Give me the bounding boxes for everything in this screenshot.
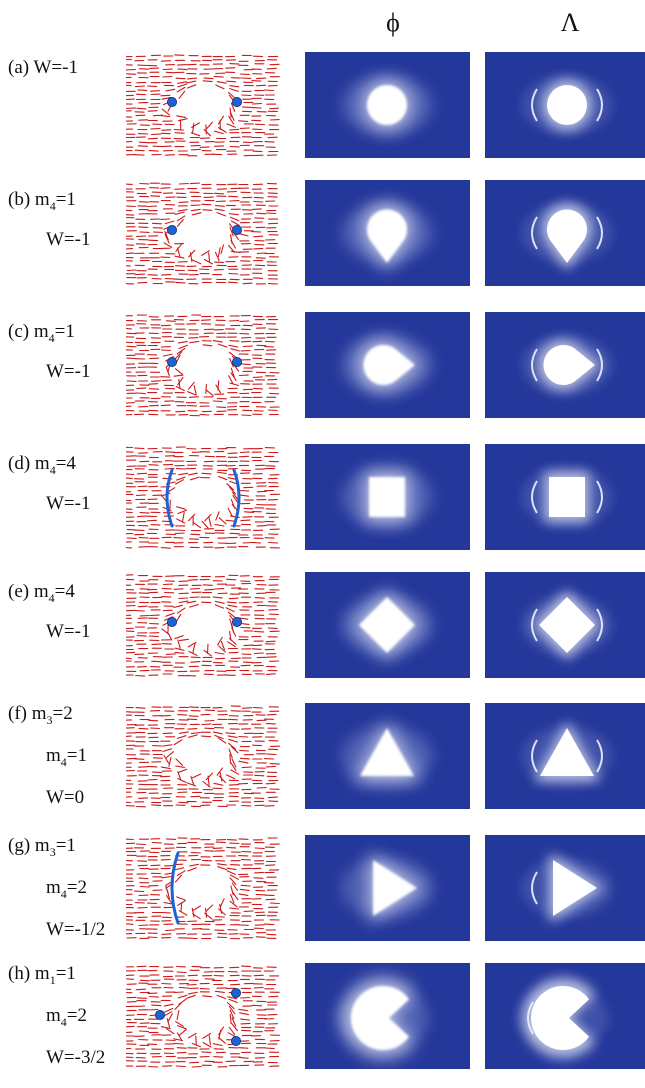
phi-panel-e [305, 572, 470, 678]
figure-row-c: (c) m4=1 W=-1 [0, 312, 645, 437]
director-field-h [126, 963, 282, 1069]
director-panel-e [126, 572, 282, 678]
lambda-panel-wrap-a [485, 52, 645, 158]
director-field-b [126, 180, 282, 286]
lambda-panel-a [485, 52, 645, 158]
column-header-phi: ϕ [313, 8, 473, 38]
director-field-e [126, 572, 282, 678]
director-panel-c [126, 312, 282, 418]
defect-line-left [172, 853, 178, 923]
defect-point-left [155, 1010, 164, 1019]
row-label-c-line-2: W=-1 [46, 361, 90, 383]
director-field-a [126, 52, 282, 158]
figure-row-h: (h) m1=1 m4=2 W=-3/2 [0, 963, 645, 1088]
row-label-h-line-3: W=-3/2 [46, 1047, 105, 1069]
phi-panel-wrap-d [305, 444, 470, 550]
director-panel-d [126, 444, 282, 550]
defect-point-left [167, 225, 176, 234]
lambda-panel-f [485, 703, 645, 809]
defect-point-left [167, 617, 176, 626]
phi-panel-h [305, 963, 470, 1069]
lambda-panel-wrap-d [485, 444, 645, 550]
phi-panel-wrap-h [305, 963, 470, 1069]
phi-panel-f [305, 703, 470, 809]
director-field-g [126, 835, 282, 941]
lambda-panel-wrap-b [485, 180, 645, 286]
figure-row-f: (f) m3=2 m4=1 W=0 [0, 703, 645, 828]
figure-row-e: (e) m4=4 W=-1 [0, 572, 645, 697]
director-panel-a [126, 52, 282, 158]
lambda-panel-e [485, 572, 645, 678]
phi-panel-wrap-g [305, 835, 470, 941]
director-field-f [126, 703, 282, 809]
phi-panel-d [305, 444, 470, 550]
director-field-d [126, 444, 282, 550]
phi-panel-wrap-a [305, 52, 470, 158]
row-label-g-line-1: (g) m3=1 [8, 835, 76, 860]
lambda-panel-wrap-h [485, 963, 645, 1069]
lambda-shape-d [549, 477, 585, 517]
lambda-panel-c [485, 312, 645, 418]
row-label-g-line-2: m4=2 [46, 877, 87, 902]
figure-row-g: (g) m3=1 m4=2 W=-1/2 [0, 835, 645, 960]
lambda-panel-wrap-e [485, 572, 645, 678]
row-label-f-line-3: W=0 [46, 787, 84, 809]
lambda-shape-a [547, 85, 587, 125]
row-label-e-line-2: W=-1 [46, 621, 90, 643]
defect-point-right [232, 225, 241, 234]
lambda-panel-wrap-g [485, 835, 645, 941]
defect-point-top [231, 988, 240, 997]
phi-shape-a [367, 85, 407, 125]
row-label-d-line-1: (d) m4=4 [8, 453, 76, 478]
row-label-e-line-1: (e) m4=4 [8, 581, 75, 606]
phi-panel-wrap-b [305, 180, 470, 286]
phi-panel-g [305, 835, 470, 941]
director-panel-g [126, 835, 282, 941]
lambda-panel-b [485, 180, 645, 286]
phi-panel-wrap-c [305, 312, 470, 418]
phi-panel-wrap-e [305, 572, 470, 678]
figure-row-a: (a) W=-1 [0, 52, 645, 177]
phi-panel-a [305, 52, 470, 158]
defect-point-right [232, 617, 241, 626]
lambda-panel-g [485, 835, 645, 941]
defect-point-left [167, 357, 176, 366]
row-label-c-line-1: (c) m4=1 [8, 321, 75, 346]
row-label-h-line-1: (h) m1=1 [8, 963, 76, 988]
row-label-f-line-1: (f) m3=2 [8, 703, 73, 728]
defect-point-right [232, 97, 241, 106]
row-label-a-line-1: (a) W=-1 [8, 57, 78, 79]
lambda-panel-d [485, 444, 645, 550]
lambda-panel-wrap-f [485, 703, 645, 809]
phi-shape-d [369, 477, 405, 517]
figure-row-b: (b) m4=1 W=-1 [0, 180, 645, 305]
row-label-d-line-2: W=-1 [46, 493, 90, 515]
lambda-panel-wrap-c [485, 312, 645, 418]
director-panel-b [126, 180, 282, 286]
director-panel-f [126, 703, 282, 809]
phi-panel-wrap-f [305, 703, 470, 809]
phi-panel-c [305, 312, 470, 418]
defect-point-left [167, 97, 176, 106]
director-field-c [126, 312, 282, 418]
row-label-h-line-2: m4=2 [46, 1005, 87, 1030]
figure-row-d: (d) m4=4 W=-1 [0, 444, 645, 569]
column-header-lambda: Λ [490, 8, 645, 38]
row-label-f-line-2: m4=1 [46, 745, 87, 770]
row-label-g-line-3: W=-1/2 [46, 919, 105, 941]
director-panel-h [126, 963, 282, 1069]
defect-point-right [232, 357, 241, 366]
row-label-b-line-1: (b) m4=1 [8, 189, 76, 214]
defect-point-bottom [231, 1036, 240, 1045]
phi-panel-b [305, 180, 470, 286]
lambda-panel-h [485, 963, 645, 1069]
row-label-b-line-2: W=-1 [46, 229, 90, 251]
